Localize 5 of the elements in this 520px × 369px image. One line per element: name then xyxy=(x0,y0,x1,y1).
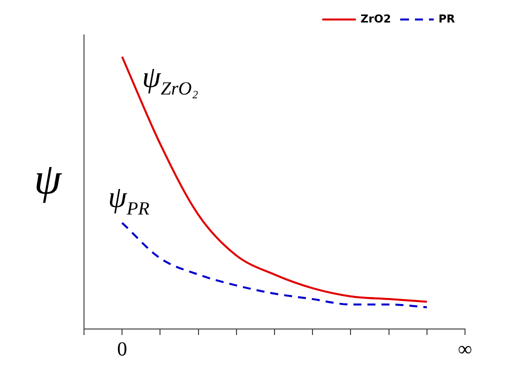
legend-label: ZrO2 xyxy=(360,12,391,26)
x-tick-label: ∞ xyxy=(458,338,472,360)
x-tick-label: 0 xyxy=(117,338,128,360)
legend-label: PR xyxy=(438,12,456,26)
y-axis-title: ψ xyxy=(34,154,62,204)
